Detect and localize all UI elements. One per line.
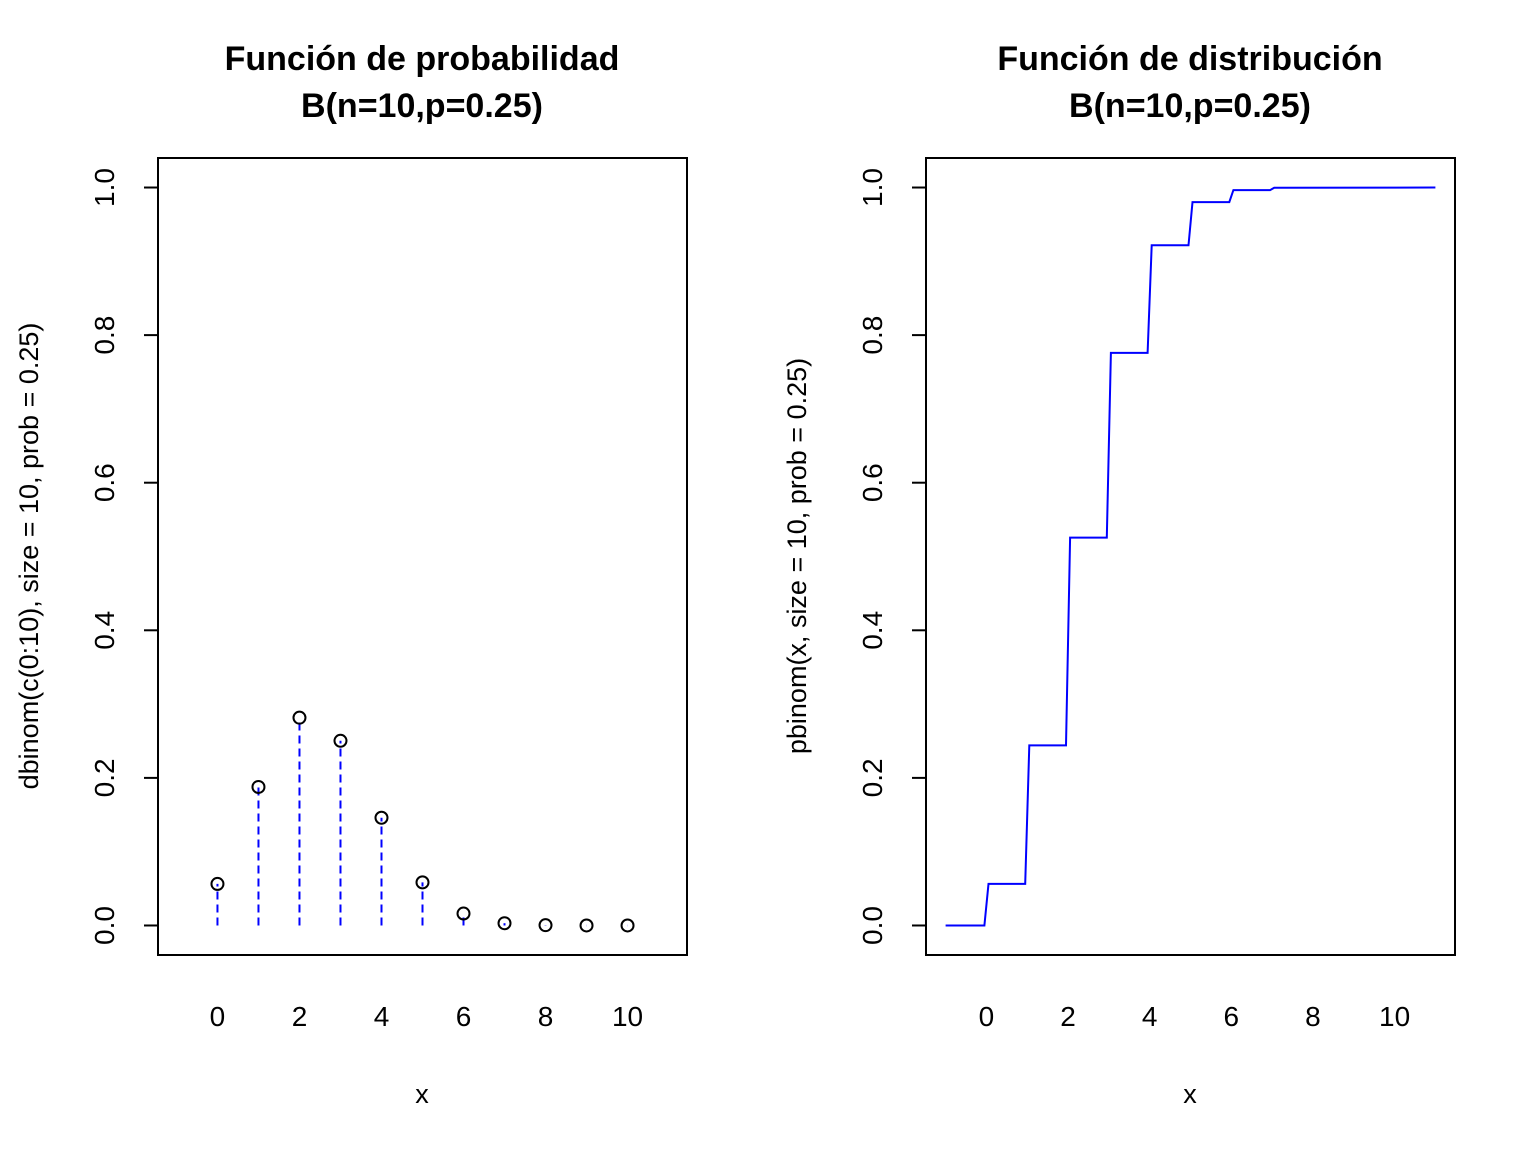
y-tick-label: 0.8 (89, 316, 120, 355)
y-tick-label: 1.0 (857, 168, 888, 207)
data-point (579, 918, 594, 933)
y-tick-label: 0.6 (89, 463, 120, 502)
data-point (456, 906, 471, 921)
data-point (415, 875, 430, 890)
probability-function-panel: Función de probabilidad B(n=10,p=0.25) 0… (14, 40, 688, 1109)
plot-frame (925, 157, 1456, 956)
series-line (945, 186, 1436, 927)
x-axis: 0 2 4 6 8 10 (979, 954, 1410, 1032)
data-point (292, 710, 307, 725)
data-point (497, 916, 512, 931)
data-point (620, 918, 635, 933)
data-point (538, 918, 553, 933)
y-tick-label: 1.0 (89, 168, 120, 207)
y-tick-label: 0.6 (857, 463, 888, 502)
x-tick-label: 10 (612, 1001, 643, 1032)
x-axis-label: x (415, 1079, 429, 1109)
y-axis-label: pbinom(x, size = 10, prob = 0.25) (782, 358, 812, 754)
x-axis-label: x (1183, 1079, 1197, 1109)
chart-subtitle: B(n=10,p=0.25) (301, 87, 543, 125)
chart-subtitle: B(n=10,p=0.25) (1069, 87, 1311, 125)
y-axis: 0.0 0.2 0.4 0.6 0.8 1.0 (857, 168, 927, 945)
y-tick-label: 0.4 (857, 611, 888, 650)
x-axis: 0 2 4 6 8 10 (210, 954, 643, 1032)
data-point (333, 733, 348, 748)
x-tick-label: 0 (979, 1001, 995, 1032)
x-tick-label: 6 (456, 1001, 472, 1032)
x-tick-label: 4 (374, 1001, 390, 1032)
plot-marks (945, 186, 1436, 927)
x-tick-label: 10 (1379, 1001, 1410, 1032)
data-point (210, 876, 225, 891)
y-tick-label: 0.0 (857, 906, 888, 945)
plot-marks (210, 710, 635, 933)
x-tick-label: 4 (1142, 1001, 1158, 1032)
distribution-function-panel: Función de distribución B(n=10,p=0.25) 0… (782, 40, 1456, 1109)
x-tick-label: 2 (1060, 1001, 1076, 1032)
data-point (374, 810, 389, 825)
plot-frame (157, 157, 688, 956)
y-tick-label: 0.2 (857, 758, 888, 797)
y-axis-label: dbinom(c(0:10), size = 10, prob = 0.25) (14, 323, 44, 790)
x-tick-label: 6 (1224, 1001, 1240, 1032)
y-axis: 0.0 0.2 0.4 0.6 0.8 1.0 (89, 168, 159, 945)
x-tick-label: 2 (292, 1001, 308, 1032)
x-tick-label: 0 (210, 1001, 226, 1032)
y-tick-label: 0.8 (857, 316, 888, 355)
x-tick-label: 8 (538, 1001, 554, 1032)
x-tick-label: 8 (1305, 1001, 1321, 1032)
y-tick-label: 0.2 (89, 758, 120, 797)
chart-title: Función de distribución (997, 40, 1382, 78)
chart-title: Función de probabilidad (225, 40, 620, 78)
y-tick-label: 0.0 (89, 906, 120, 945)
y-tick-label: 0.4 (89, 611, 120, 650)
data-point (251, 779, 266, 794)
